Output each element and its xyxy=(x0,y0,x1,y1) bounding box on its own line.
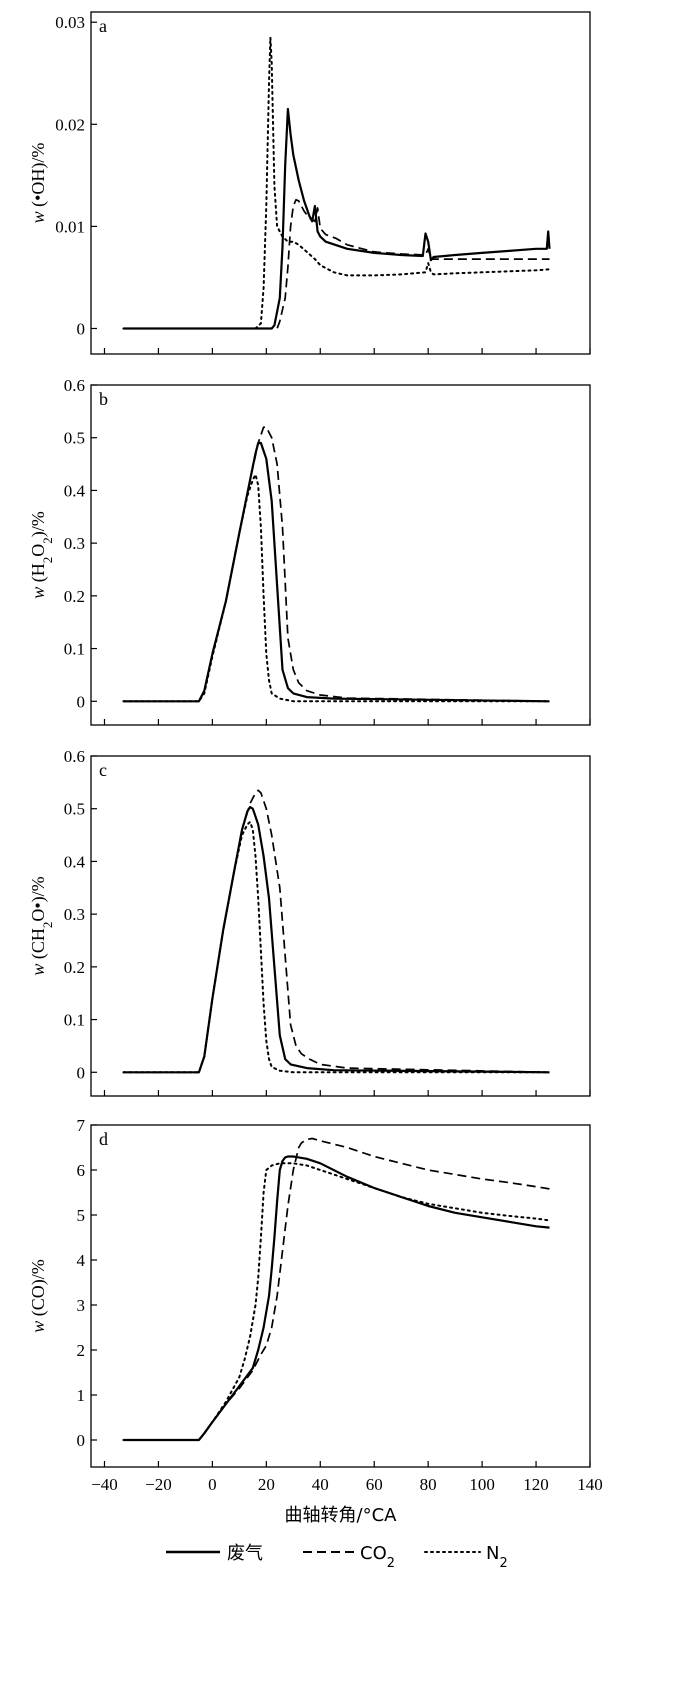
panel-label: d xyxy=(99,1129,108,1149)
y-axis-label: w (CH2O•)/% xyxy=(28,876,55,975)
y-tick-label: 3 xyxy=(77,1296,86,1315)
y-tick-label: 6 xyxy=(77,1161,86,1180)
y-tick-label: 0.1 xyxy=(64,1011,85,1030)
panel-b: b 0 0.1 0.2 0.3 0.4 0.5 0.6 w (H2O2)/% xyxy=(28,376,591,726)
series-line-dashed xyxy=(123,426,550,703)
legend: 废气 CO2 N2 xyxy=(166,1543,508,1571)
x-tick-label: 120 xyxy=(523,1475,549,1494)
y-tick-label: 0 xyxy=(77,319,86,338)
x-tick-label: 40 xyxy=(312,1475,329,1494)
x-tick-label: −40 xyxy=(91,1475,118,1494)
y-tick-label: 4 xyxy=(77,1251,86,1270)
y-tick-label: 0.6 xyxy=(64,376,85,395)
panel-a: a 0 0.01 0.02 0.03 w (•OH)/% xyxy=(28,11,591,355)
series-line-solid xyxy=(123,441,550,703)
panel-label: b xyxy=(99,389,108,409)
series-line-dotted xyxy=(122,1162,551,1441)
y-axis-label: w (•OH)/% xyxy=(28,143,49,224)
y-tick-label: 0 xyxy=(77,1063,86,1082)
y-tick-label: 0.01 xyxy=(55,217,85,236)
series-line-dashed xyxy=(123,789,550,1074)
x-tick-label: 60 xyxy=(366,1475,383,1494)
y-tick-label: 0 xyxy=(77,692,86,711)
x-tick-label: 0 xyxy=(208,1475,217,1494)
y-tick-label: 0.5 xyxy=(64,800,85,819)
y-tick-label: 0.5 xyxy=(64,429,85,448)
legend-label: 废气 xyxy=(227,1543,263,1564)
plot-frame xyxy=(90,755,591,1097)
y-tick-label: 5 xyxy=(77,1206,86,1225)
series-line-dotted xyxy=(122,36,551,330)
y-tick-label: 0.02 xyxy=(55,115,85,134)
x-tick-label: 100 xyxy=(469,1475,495,1494)
x-tick-label: 20 xyxy=(258,1475,275,1494)
y-tick-label: 7 xyxy=(77,1116,86,1135)
x-axis-label: 曲轴转角/°CA xyxy=(285,1505,398,1526)
x-tick-label: 80 xyxy=(420,1475,437,1494)
x-tick-label: 140 xyxy=(577,1475,603,1494)
series-line-dashed xyxy=(123,1137,550,1441)
y-tick-label: 0.03 xyxy=(55,13,85,32)
legend-label: N2 xyxy=(486,1543,508,1571)
y-tick-label: 0.4 xyxy=(64,852,86,871)
legend-label: CO2 xyxy=(360,1543,395,1571)
y-tick-label: 0.3 xyxy=(64,534,85,553)
panel-label: a xyxy=(99,16,107,36)
series-line-dotted xyxy=(122,820,551,1074)
y-tick-label: 2 xyxy=(77,1341,86,1360)
plot-frame xyxy=(90,1124,591,1468)
y-tick-label: 0.6 xyxy=(64,747,85,766)
y-tick-label: 1 xyxy=(77,1386,86,1405)
series-line-dashed xyxy=(123,198,550,330)
y-tick-label: 0.2 xyxy=(64,587,85,606)
y-axis-label: w (H2O2)/% xyxy=(28,511,55,598)
series-line-dotted xyxy=(122,473,551,703)
y-tick-label: 0 xyxy=(77,1431,86,1450)
plot-frame xyxy=(90,11,591,355)
series-line-solid xyxy=(123,1155,550,1442)
y-axis-label: w (CO)/% xyxy=(28,1259,49,1333)
y-tick-label: 0.4 xyxy=(64,481,86,500)
series-line-solid xyxy=(123,806,550,1074)
panel-d: d 0 1 2 3 4 5 6 7 −40 −20 0 20 40 60 80 100 120 140 w (CO)/… xyxy=(28,1116,603,1526)
y-tick-label: 0.3 xyxy=(64,905,85,924)
series-line-solid xyxy=(123,107,551,330)
y-tick-label: 0.1 xyxy=(64,640,85,659)
y-tick-label: 0.2 xyxy=(64,958,85,977)
plot-frame xyxy=(90,384,591,726)
x-tick-label: −20 xyxy=(145,1475,172,1494)
panel-label: c xyxy=(99,760,107,780)
panel-c: c 0 0.1 0.2 0.3 0.4 0.5 0.6 w (CH2O•)/% xyxy=(28,747,591,1097)
